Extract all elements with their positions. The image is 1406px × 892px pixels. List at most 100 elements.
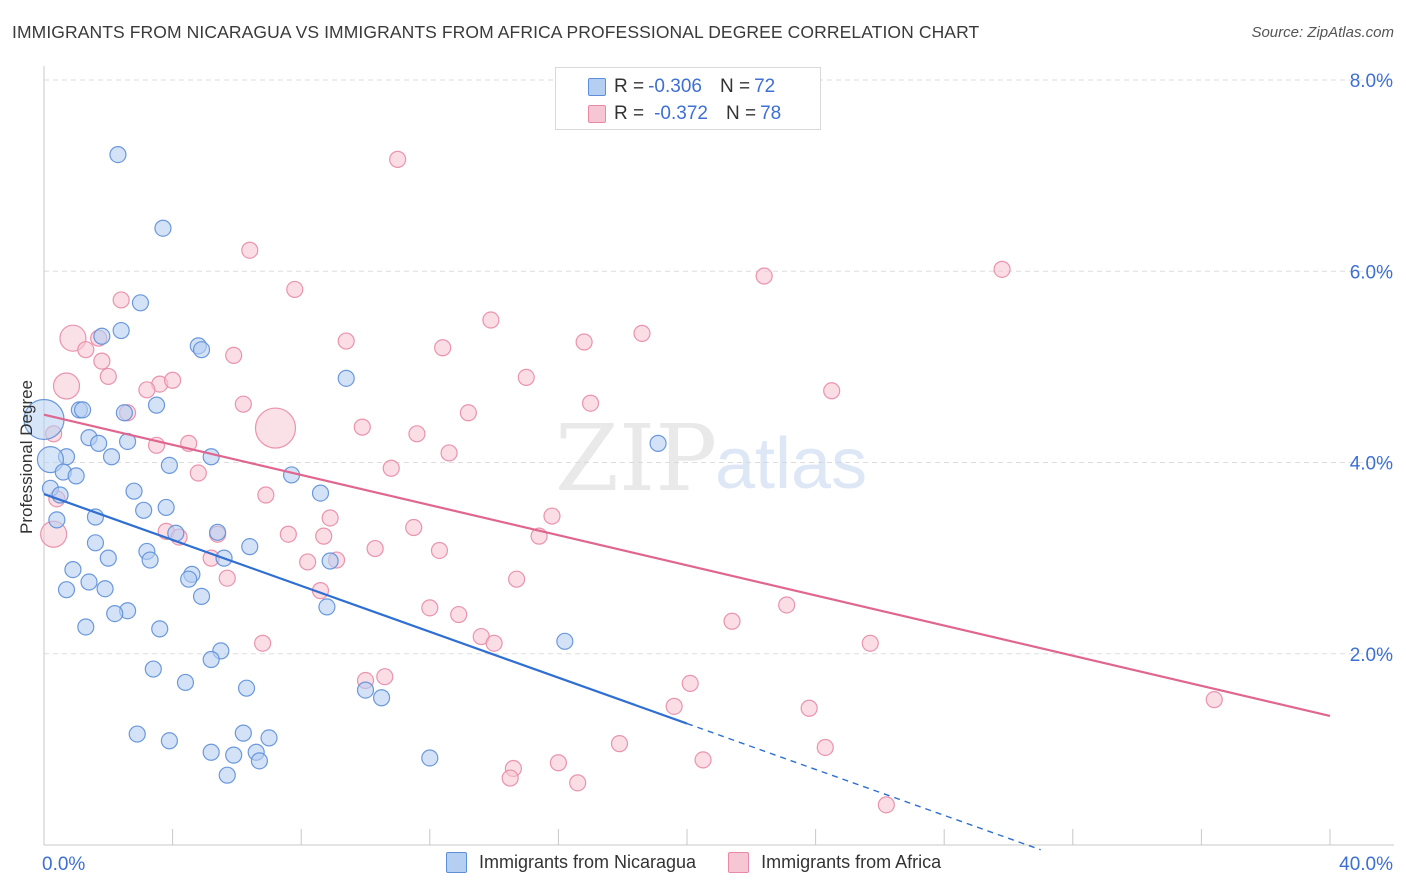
nicaragua-legend-swatch (446, 852, 467, 873)
africa-point (112, 291, 130, 309)
africa-point (299, 553, 317, 571)
nicaragua-point (241, 538, 259, 556)
nicaragua-point (48, 511, 66, 529)
africa-point (321, 509, 339, 527)
nicaragua-point (141, 551, 159, 569)
r-value: -0.372 (654, 103, 708, 124)
africa-point (450, 605, 468, 624)
africa-point (575, 333, 593, 351)
series-legend: Immigrants from Nicaragua Immigrants fro… (446, 852, 973, 873)
africa-point (861, 634, 879, 652)
africa-point (633, 324, 651, 343)
x-tick-label: 0.0% (42, 854, 85, 875)
r-label: R = (614, 76, 645, 97)
nicaragua-point (356, 681, 375, 699)
africa-point (382, 459, 400, 477)
nicaragua-point (135, 501, 153, 519)
r-value: -0.306 (648, 76, 702, 97)
nicaragua-point (115, 404, 133, 422)
africa-point (430, 541, 449, 560)
africa-point (569, 774, 587, 792)
nicaragua-trend-extension (686, 722, 1041, 851)
africa-point (665, 697, 683, 715)
nicaragua-point (321, 552, 339, 570)
africa-point (257, 486, 275, 504)
africa-point (517, 368, 535, 386)
africa-point (286, 280, 304, 299)
nicaragua-point (147, 396, 166, 414)
nicaragua-point (337, 369, 355, 387)
nicaragua-point (36, 446, 65, 474)
nicaragua-point (96, 580, 114, 598)
nicaragua-point (131, 294, 150, 312)
nicaragua-point (102, 448, 121, 466)
gridlines (44, 79, 1394, 655)
africa-point (823, 382, 841, 400)
africa-point (52, 372, 81, 400)
watermark: ZIP atlas (555, 405, 867, 512)
r-label: R = (614, 103, 645, 124)
n-value: 78 (760, 103, 782, 124)
africa-point (549, 754, 568, 772)
nicaragua-point (73, 401, 92, 419)
africa-point (816, 738, 834, 757)
africa-points (40, 98, 1223, 814)
nicaragua-point (106, 604, 124, 623)
africa-point (681, 674, 699, 692)
nicaragua-point (157, 498, 175, 517)
africa-point (408, 425, 426, 443)
legend-item-africa[interactable]: Immigrants from Africa (728, 852, 941, 873)
africa-point (482, 311, 500, 329)
africa-point (93, 352, 111, 370)
africa-point (138, 381, 156, 399)
africa-point (501, 769, 519, 787)
y-tick-label: 2.0% (1350, 645, 1393, 666)
nicaragua-point (649, 434, 667, 452)
nicaragua-point (311, 484, 330, 502)
africa-point (189, 464, 207, 482)
legend-item-nicaragua[interactable]: Immigrants from Nicaragua (446, 852, 696, 873)
nicaragua-point (180, 570, 198, 588)
africa-point (485, 634, 503, 652)
africa-point (279, 525, 297, 543)
africa-point (778, 596, 796, 614)
africa-point (234, 395, 252, 413)
africa-point (694, 751, 712, 769)
africa-swatch (588, 105, 606, 123)
africa-point (723, 612, 741, 630)
nicaragua-point (318, 598, 336, 616)
nicaragua-point (67, 467, 85, 485)
africa-point (389, 150, 407, 168)
africa-point (366, 539, 384, 558)
africa-point (421, 599, 439, 617)
africa-point (225, 346, 243, 364)
africa-trend-line (43, 413, 1331, 717)
africa-point (337, 332, 355, 350)
nicaragua-point (93, 327, 111, 345)
tick-labels: 2.0% 4.0% 6.0% 8.0% 0.0% 40.0% (42, 71, 1393, 875)
nicaragua-point (77, 618, 95, 636)
africa-point (581, 394, 600, 412)
africa-point (254, 407, 297, 449)
africa-point (376, 668, 394, 686)
trend-lines (43, 413, 1331, 851)
nicaragua-point (202, 743, 220, 761)
nicaragua-point (192, 587, 211, 605)
nicaragua-point (64, 560, 82, 579)
africa-point (405, 518, 423, 537)
nicaragua-point (160, 456, 178, 474)
legend-row-nicaragua: R = -0.306 N = 72 (588, 76, 775, 98)
nicaragua-point (260, 729, 278, 747)
nicaragua-point (225, 746, 243, 764)
nicaragua-point (202, 448, 220, 466)
legend-label-nicaragua: Immigrants from Nicaragua (479, 852, 697, 872)
africa-point (241, 241, 259, 259)
nicaragua-point (202, 650, 220, 669)
africa-point (543, 507, 561, 525)
africa-point (315, 527, 333, 545)
nicaragua-point (144, 660, 162, 678)
africa-point (99, 367, 117, 386)
africa-point (755, 267, 773, 285)
nicaragua-point (218, 766, 236, 784)
nicaragua-point (80, 573, 98, 591)
